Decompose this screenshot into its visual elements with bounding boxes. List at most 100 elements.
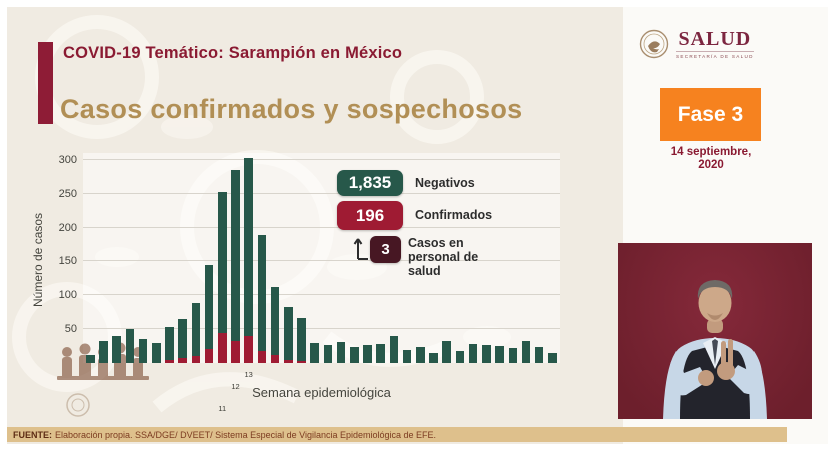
- segment-confirmados: [297, 360, 306, 363]
- segment-negativos: [152, 343, 161, 363]
- bar-week-2: 2: [99, 341, 108, 363]
- bar-week-23: 23: [376, 344, 385, 363]
- salud-logo-subtitle: SECRETARÍA DE SALUD: [676, 51, 754, 59]
- bar-week-29: 29: [455, 350, 465, 363]
- negativos-label: Negativos: [415, 176, 475, 190]
- segment-negativos: [165, 327, 174, 360]
- negativos-value-badge: 1,835: [337, 170, 403, 196]
- bar-week-36: 36: [548, 352, 557, 363]
- source-bar: FUENTE: Elaboración propia. SSA/DGE/ DVE…: [7, 427, 787, 442]
- seal-watermark: [66, 393, 90, 417]
- segment-negativos: [178, 318, 187, 359]
- bar-week-19: 19: [323, 345, 333, 363]
- segment-negativos: [429, 352, 438, 363]
- segment-negativos: [363, 345, 372, 363]
- segment-negativos: [495, 346, 504, 363]
- segment-negativos: [455, 350, 465, 363]
- bar-week-1: 1: [86, 354, 95, 363]
- x-tick-12: 12: [231, 381, 240, 391]
- gridline-50: [83, 328, 560, 330]
- bar-week-14: 14: [257, 234, 267, 363]
- segment-negativos: [99, 341, 108, 363]
- source-text: Elaboración propia. SSA/DGE/ DVEET/ Sist…: [55, 429, 437, 440]
- confirmados-label: Confirmados: [415, 208, 493, 222]
- segment-confirmados: [231, 340, 240, 363]
- bar-week-21: 21: [350, 347, 359, 363]
- segment-negativos: [376, 344, 385, 363]
- segment-confirmados: [191, 356, 201, 363]
- segment-negativos: [548, 352, 557, 363]
- confirmados-value-badge: 196: [337, 201, 403, 230]
- segment-negativos: [508, 348, 517, 363]
- segment-confirmados: [257, 350, 267, 363]
- salud-logo: SALUD SECRETARÍA DE SALUD: [639, 29, 789, 59]
- personal-salud-value-badge: 3: [370, 236, 401, 263]
- segment-negativos: [218, 192, 227, 334]
- bar-week-16: 16: [284, 307, 293, 363]
- bar-week-20: 20: [336, 342, 346, 363]
- y-tick-100: 100: [58, 289, 77, 302]
- segment-confirmados: [178, 358, 187, 363]
- segment-negativos: [125, 329, 135, 363]
- segment-confirmados: [218, 333, 227, 363]
- salud-logo-title: SALUD: [678, 28, 752, 51]
- bar-week-5: 5: [138, 338, 148, 363]
- segment-negativos: [534, 347, 544, 363]
- y-tick-200: 200: [58, 221, 77, 234]
- segment-negativos: [204, 264, 214, 350]
- slide-kicker: COVID-19 Temático: Sarampión en México: [63, 44, 403, 62]
- x-tick-11: 11: [218, 404, 227, 414]
- segment-negativos: [310, 343, 319, 363]
- segment-negativos: [244, 158, 253, 336]
- bar-week-27: 27: [429, 352, 438, 363]
- bar-week-26: 26: [416, 346, 425, 363]
- bar-week-31: 31: [482, 345, 491, 363]
- segment-negativos: [191, 303, 201, 357]
- segment-confirmados: [204, 349, 214, 363]
- x-axis-label: Semana epidemiológica: [252, 385, 391, 400]
- salud-seal-icon: [639, 29, 669, 59]
- slide-background: COVID-19 Temático: Sarampión en México C…: [7, 7, 828, 444]
- plot-area: 5010015020025030012345678910111213141516…: [59, 153, 560, 413]
- segment-negativos: [284, 307, 293, 361]
- segment-negativos: [468, 344, 478, 363]
- bar-week-32: 32: [495, 346, 504, 363]
- segment-negativos: [297, 317, 306, 361]
- date-label: 14 septiembre, 2020: [647, 146, 775, 172]
- bar-week-11: 11: [218, 192, 227, 413]
- source-label: FUENTE:: [13, 429, 52, 440]
- date-line-1: 14 septiembre,: [670, 146, 752, 158]
- bar-week-7: 7: [165, 327, 174, 363]
- bar-week-4: 4: [125, 329, 135, 363]
- arrow-up-icon: [353, 238, 368, 260]
- segment-negativos: [482, 345, 491, 363]
- segment-negativos: [350, 347, 359, 363]
- bar-week-3: 3: [112, 335, 121, 363]
- segment-negativos: [416, 346, 425, 363]
- segment-negativos: [138, 338, 148, 363]
- bar-week-10: 10: [204, 264, 214, 363]
- bar-week-15: 15: [270, 287, 280, 363]
- segment-confirmados: [270, 354, 280, 363]
- bar-week-25: 25: [402, 350, 412, 363]
- bar-week-33: 33: [508, 348, 517, 363]
- segment-negativos: [336, 342, 346, 363]
- bar-week-13: 13: [244, 158, 253, 379]
- y-tick-250: 250: [58, 187, 77, 200]
- segment-negativos: [442, 341, 451, 363]
- bar-week-18: 18: [310, 343, 319, 363]
- segment-confirmados: [284, 360, 293, 363]
- interpreter-figure: [663, 280, 767, 419]
- segment-negativos: [270, 287, 280, 355]
- bar-week-34: 34: [521, 340, 531, 363]
- y-axis-label: Número de casos: [31, 212, 45, 307]
- y-tick-50: 50: [64, 323, 77, 336]
- y-tick-300: 300: [58, 153, 77, 166]
- segment-confirmados: [244, 335, 253, 363]
- bar-week-24: 24: [389, 335, 399, 363]
- bar-week-17: 17: [297, 317, 306, 363]
- segment-negativos: [323, 345, 333, 363]
- page-title: Casos confirmados y sospechosos: [60, 94, 523, 124]
- bar-week-22: 22: [363, 345, 372, 363]
